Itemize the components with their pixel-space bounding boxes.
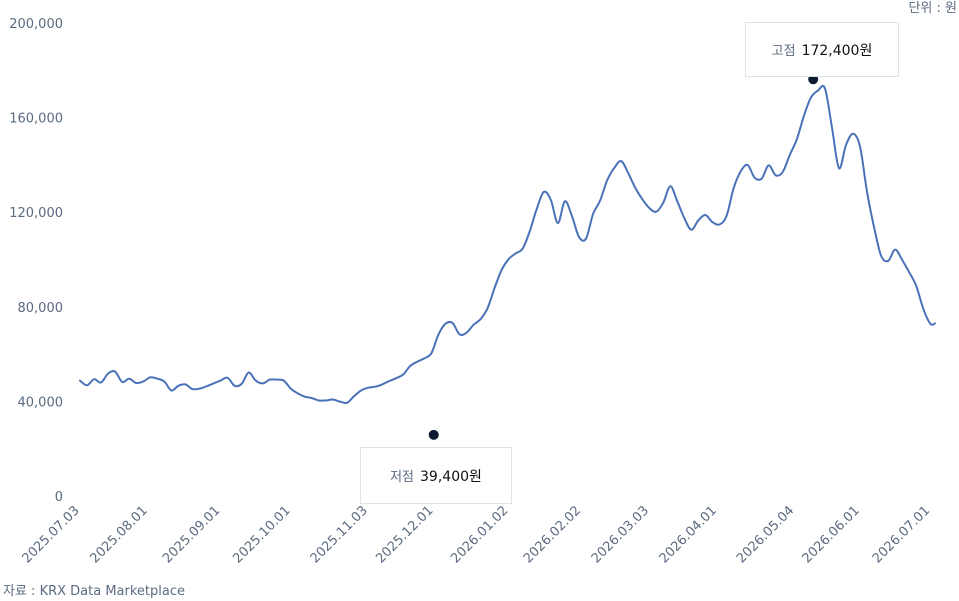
x-tick-label: 2026.04.01 xyxy=(657,503,720,566)
x-axis: 2025.07.03 2025.08.01 2025.09.01 2025.10.01… xyxy=(20,503,934,566)
x-tick-label: 2026.06.01 xyxy=(800,503,863,566)
x-tick-label: 2026.02.02 xyxy=(521,503,584,566)
price-series-line xyxy=(79,84,936,405)
high-callout: 고점 172,400원 xyxy=(745,22,899,77)
x-tick-label: 2026.05.04 xyxy=(734,503,797,566)
y-tick-label: 40,000 xyxy=(18,395,64,410)
y-tick-label: 200,000 xyxy=(9,17,63,32)
x-tick-label: 2025.11.03 xyxy=(308,503,371,566)
source-label: 자료 : KRX Data Marketplace xyxy=(3,584,185,599)
unit-label: 단위 : 원 xyxy=(908,1,957,16)
x-tick-label: 2025.10.01 xyxy=(230,503,293,566)
y-tick-label: 160,000 xyxy=(9,112,63,127)
x-tick-label: 2026.01.02 xyxy=(448,503,511,566)
high-callout-value: 172,400원 xyxy=(801,42,873,59)
x-tick-label: 2025.12.01 xyxy=(373,503,436,566)
x-tick-label: 2025.08.01 xyxy=(88,503,151,566)
low-callout: 저점 39,400원 xyxy=(360,447,512,504)
y-tick-label: 120,000 xyxy=(9,206,63,221)
high-callout-label: 고점 xyxy=(771,44,796,59)
y-axis: 0 40,000 80,000 120,000 160,000 200,000 xyxy=(9,17,63,505)
y-tick-label: 80,000 xyxy=(18,301,64,316)
low-callout-label: 저점 xyxy=(390,470,415,485)
low-point-marker xyxy=(428,429,439,440)
x-tick-label: 2025.09.01 xyxy=(160,503,223,566)
x-tick-label: 2025.07.03 xyxy=(20,503,83,566)
x-tick-label: 2026.07.01 xyxy=(870,503,933,566)
x-tick-label: 2026.03.03 xyxy=(589,503,652,566)
y-tick-label: 0 xyxy=(55,490,63,505)
low-callout-value: 39,400원 xyxy=(420,468,482,485)
